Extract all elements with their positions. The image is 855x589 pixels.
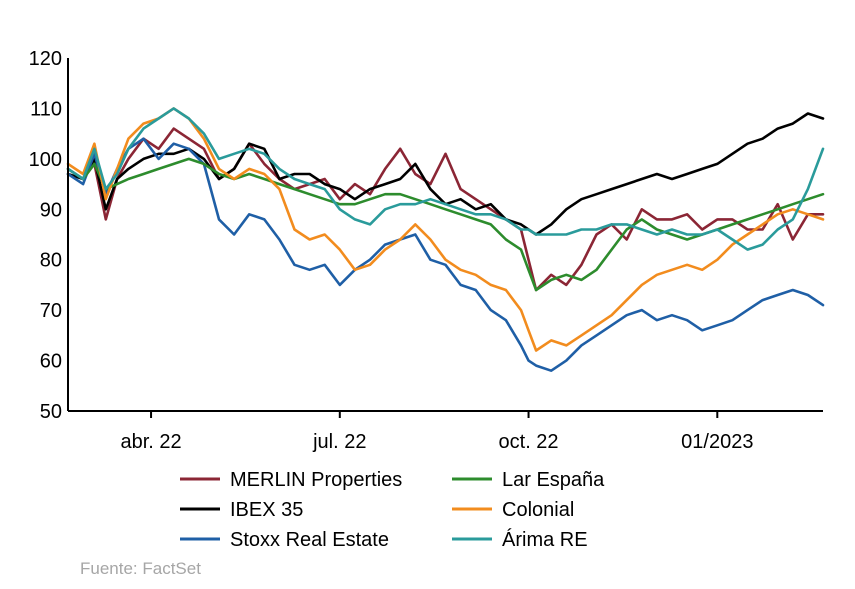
legend-label: Colonial bbox=[502, 499, 574, 521]
source-note: Fuente: FactSet bbox=[80, 559, 201, 578]
legend-label: IBEX 35 bbox=[230, 499, 303, 521]
x-tick-label: jul. 22 bbox=[312, 431, 366, 453]
x-tick-label: abr. 22 bbox=[120, 431, 181, 453]
legend: MERLIN Properties IBEX 35 Stoxx Real Estat… bbox=[180, 469, 605, 551]
y-tick-label: 120 bbox=[29, 48, 62, 70]
y-tick-label: 80 bbox=[40, 250, 62, 272]
x-axis-ticks: abr. 22 jul. 22 oct. 22 01/2023 bbox=[120, 411, 753, 453]
y-tick-label: 50 bbox=[40, 401, 62, 423]
series-line-merlin-properties bbox=[66, 127, 825, 292]
legend-label: Lar España bbox=[502, 469, 605, 491]
y-axis-ticks: 50 60 70 80 90 100 110 120 bbox=[29, 48, 62, 423]
y-tick-label: 110 bbox=[30, 98, 62, 120]
series-lines bbox=[66, 107, 825, 373]
x-tick-label: oct. 22 bbox=[499, 431, 559, 453]
series-line-colonial bbox=[66, 107, 825, 352]
series-line-lar-espana bbox=[66, 157, 825, 292]
legend-label: MERLIN Properties bbox=[230, 469, 402, 491]
series-line-ibex-35 bbox=[66, 112, 825, 236]
series-line-stoxx-real-estate bbox=[66, 137, 825, 373]
series-line-arima-re bbox=[66, 107, 825, 251]
legend-label: Árima RE bbox=[502, 528, 588, 551]
y-tick-label: 70 bbox=[40, 300, 62, 322]
y-tick-label: 100 bbox=[29, 149, 62, 171]
legend-label: Stoxx Real Estate bbox=[230, 529, 389, 551]
y-tick-label: 60 bbox=[40, 351, 62, 373]
x-tick-label: 01/2023 bbox=[681, 431, 753, 453]
y-tick-label: 90 bbox=[40, 199, 62, 221]
